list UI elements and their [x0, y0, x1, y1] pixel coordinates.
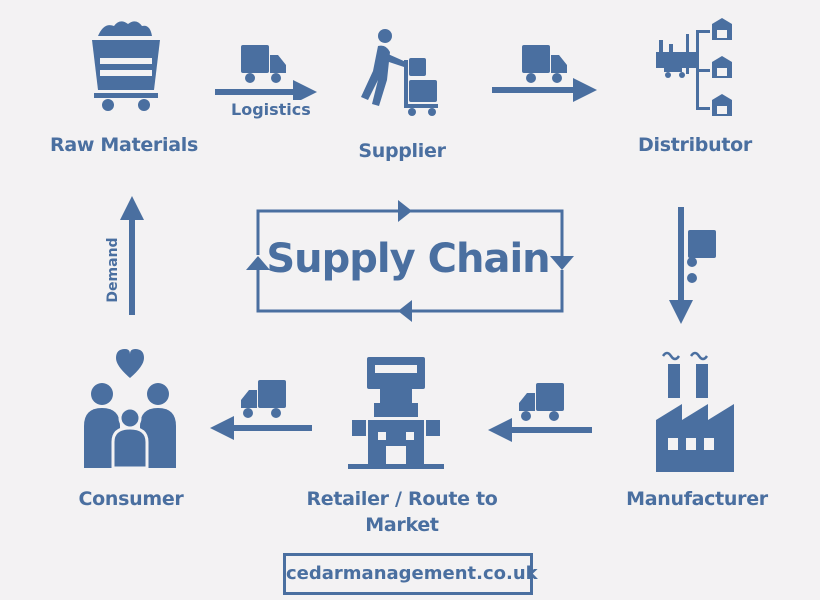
factory-icon	[656, 351, 734, 472]
edge-label-demand: Demand	[105, 237, 121, 303]
edge-label-logistics: Logistics	[229, 100, 313, 119]
retail-store-icon	[348, 357, 444, 469]
node-label-raw-materials: Raw Materials	[50, 134, 198, 156]
node-label-retailer-line1: Retailer / Route to	[306, 488, 498, 510]
truck-icon	[519, 383, 564, 421]
truck-icon	[241, 380, 286, 418]
truck-icon	[522, 45, 567, 83]
distribution-tree-icon	[656, 18, 732, 116]
mine-cart-icon	[92, 21, 160, 111]
truck-icon	[241, 45, 286, 83]
node-label-manufacturer: Manufacturer	[626, 488, 768, 510]
worker-trolley-icon	[361, 29, 438, 116]
node-label-supplier: Supplier	[358, 140, 446, 162]
family-heart-icon	[84, 349, 176, 470]
node-label-consumer: Consumer	[78, 488, 184, 510]
node-label-retailer-line2: Market	[365, 514, 439, 536]
node-label-distributor: Distributor	[638, 134, 752, 156]
page-title: Supply Chain	[266, 236, 550, 282]
cycle-arrowheads	[246, 200, 574, 322]
footer-website: cedarmanagement.co.uk	[283, 553, 538, 595]
truck-icon	[687, 230, 716, 283]
